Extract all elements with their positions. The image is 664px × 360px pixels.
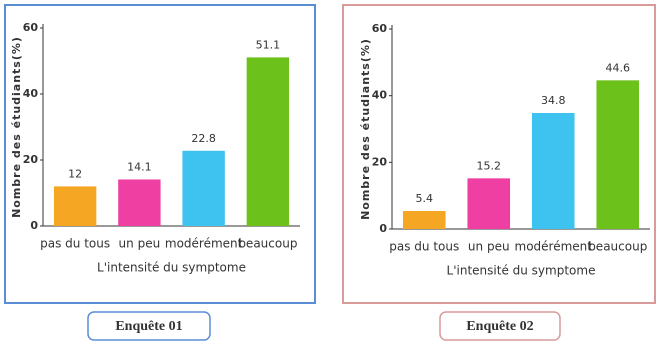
caption-box — [87, 311, 211, 341]
x-tick-label: pas du tous — [389, 240, 459, 254]
bar — [467, 178, 511, 229]
y-tick-label: 40 — [372, 89, 388, 102]
x-tick-label: modérément — [165, 237, 243, 251]
y-tick-label: 20 — [23, 153, 39, 166]
x-tick-label: un peu — [468, 240, 510, 254]
caption: Enquête 01 — [115, 319, 182, 334]
value-label: 12 — [68, 167, 82, 180]
x-tick-label: pas du tous — [40, 237, 110, 251]
value-label: 15.2 — [477, 159, 502, 172]
bar — [402, 211, 446, 229]
y-axis-label: Nombre des étudiants(%) — [359, 38, 372, 220]
bar — [182, 150, 225, 226]
bar — [118, 179, 161, 226]
x-tick-label: modérément — [515, 240, 593, 254]
bar — [596, 80, 640, 229]
chart-frame — [4, 4, 316, 304]
value-label: 51.1 — [256, 38, 281, 51]
y-tick-label: 20 — [372, 155, 388, 168]
x-tick-label: beaucoup — [238, 237, 297, 251]
y-tick-label: 60 — [372, 22, 388, 35]
chart-frame — [342, 4, 656, 304]
caption: Enquête 02 — [466, 319, 533, 334]
value-label: 22.8 — [191, 132, 216, 145]
value-label: 44.6 — [606, 61, 631, 74]
x-axis-label: L'intensité du symptome — [447, 264, 596, 278]
caption-box — [439, 311, 561, 341]
value-label: 5.4 — [416, 192, 434, 205]
y-tick-label: 40 — [23, 87, 39, 100]
y-axis-label: Nombre des étudiants(%) — [10, 36, 23, 218]
y-tick-label: 0 — [379, 222, 387, 235]
y-tick-label: 60 — [23, 21, 39, 34]
x-tick-label: un peu — [119, 237, 161, 251]
bar — [531, 113, 575, 229]
value-label: 34.8 — [541, 94, 566, 107]
x-tick-label: beaucoup — [588, 240, 647, 254]
y-tick-label: 0 — [30, 219, 38, 232]
bar — [53, 186, 97, 226]
value-label: 14.1 — [127, 160, 152, 173]
bar — [246, 57, 290, 227]
x-axis-label: L'intensité du symptome — [97, 261, 246, 275]
